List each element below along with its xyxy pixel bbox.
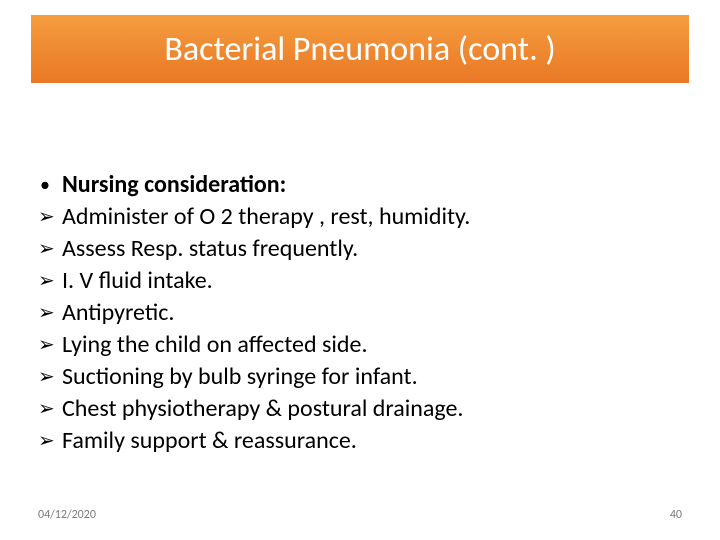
arrow-icon: ➢ xyxy=(38,426,62,456)
list-item-text: Lying the child on affected side. xyxy=(62,330,368,360)
title-bar: Bacterial Pneumonia (cont. ) xyxy=(30,14,690,84)
arrow-icon: ➢ xyxy=(38,202,62,232)
heading-text: Nursing consideration: xyxy=(62,170,286,200)
list-item-text: Administer of O 2 therapy , rest, humidi… xyxy=(62,202,470,232)
list-item-text: I. V fluid intake. xyxy=(62,266,213,296)
list-item: ➢ Administer of O 2 therapy , rest, humi… xyxy=(38,202,682,232)
list-item-text: Family support & reassurance. xyxy=(62,426,357,456)
list-item: ➢ Chest physiotherapy & postural drainag… xyxy=(38,394,682,424)
list-item: ➢ Suctioning by bulb syringe for infant. xyxy=(38,362,682,392)
list-item-text: Chest physiotherapy & postural drainage. xyxy=(62,394,463,424)
arrow-icon: ➢ xyxy=(38,394,62,424)
footer-date: 04/12/2020 xyxy=(38,508,96,522)
footer-page-number: 40 xyxy=(670,508,682,522)
list-item-text: Assess Resp. status frequently. xyxy=(62,234,358,264)
list-item: ➢ Family support & reassurance. xyxy=(38,426,682,456)
list-item: ➢ Lying the child on affected side. xyxy=(38,330,682,360)
arrow-icon: ➢ xyxy=(38,330,62,360)
list-item: ➢ I. V fluid intake. xyxy=(38,266,682,296)
content-region: • Nursing consideration: ➢ Administer of… xyxy=(38,170,682,458)
arrow-icon: ➢ xyxy=(38,298,62,328)
arrow-icon: ➢ xyxy=(38,362,62,392)
heading-row: • Nursing consideration: xyxy=(38,170,682,200)
list-item: ➢ Antipyretic. xyxy=(38,298,682,328)
arrow-icon: ➢ xyxy=(38,266,62,296)
slide-title: Bacterial Pneumonia (cont. ) xyxy=(164,29,555,70)
list-item-text: Antipyretic. xyxy=(62,298,174,328)
list-item: ➢ Assess Resp. status frequently. xyxy=(38,234,682,264)
arrow-icon: ➢ xyxy=(38,234,62,264)
bullet-icon: • xyxy=(38,170,62,200)
list-item-text: Suctioning by bulb syringe for infant. xyxy=(62,362,418,392)
